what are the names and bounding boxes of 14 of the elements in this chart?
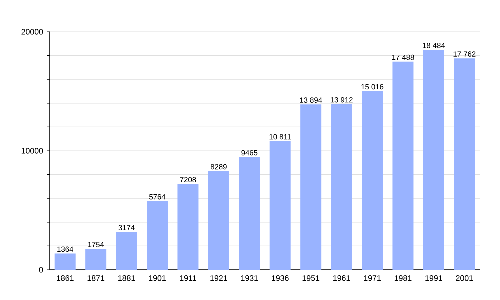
bar [86,249,107,270]
bar [239,157,260,270]
bar [270,141,291,270]
bar [208,171,230,270]
bar [392,62,414,270]
bar [362,91,384,270]
bar [454,58,476,270]
bar [331,104,352,270]
bar [54,254,76,270]
bar [423,50,444,270]
bar [116,232,138,270]
bar [300,104,322,270]
bar [178,184,199,270]
bar [147,201,168,270]
